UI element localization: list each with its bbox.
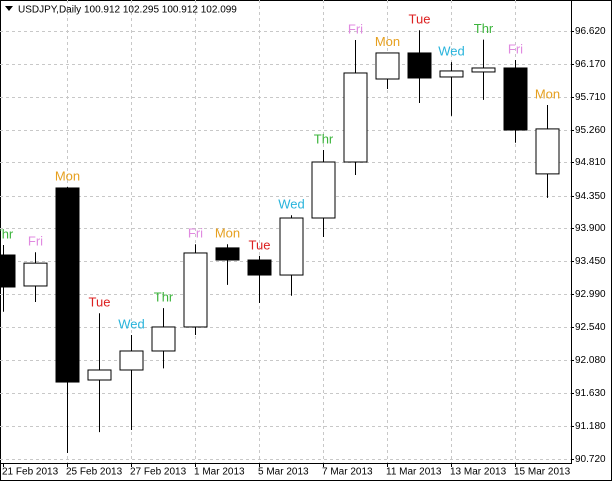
- grid: [0, 0, 571, 463]
- candle-body: [0, 254, 16, 288]
- candle-body: [23, 262, 48, 287]
- day-label: Wed: [278, 197, 305, 212]
- y-tick-label: 91.180: [575, 421, 606, 432]
- candle-body: [119, 350, 144, 371]
- header-icon: [5, 6, 13, 11]
- day-label: Thr: [0, 226, 14, 241]
- candle-body: [183, 252, 208, 328]
- day-label: Tue: [409, 12, 431, 27]
- x-tick-label: 13 Mar 2013: [450, 467, 507, 478]
- day-label: Fri: [188, 226, 203, 241]
- y-tick-label: 94.350: [575, 191, 606, 202]
- day-label: Tue: [89, 295, 111, 310]
- x-tick-label: 27 Feb 2013: [130, 467, 187, 478]
- y-tick-label: 93.450: [575, 256, 606, 267]
- day-label: Wed: [118, 316, 145, 331]
- x-tick-label: 15 Mar 2013: [514, 467, 571, 478]
- candle-body: [247, 259, 272, 276]
- y-tick-label: 96.620: [575, 26, 606, 37]
- candle-body: [311, 161, 336, 219]
- day-label: Fri: [508, 41, 523, 56]
- candle-body: [87, 369, 112, 381]
- candle-body: [343, 72, 368, 163]
- day-label: Mon: [55, 168, 80, 183]
- x-tick-label: 7 Mar 2013: [322, 467, 373, 478]
- x-tick-label: 11 Mar 2013: [386, 467, 442, 478]
- y-tick-label: 94.810: [575, 157, 606, 168]
- y-tick-label: 92.540: [575, 322, 606, 333]
- day-label: Mon: [535, 86, 560, 101]
- candle-body: [439, 70, 464, 78]
- day-label: Thr: [154, 290, 174, 305]
- candle-body: [151, 326, 176, 352]
- candle-body: [503, 67, 528, 131]
- candle-body: [375, 52, 400, 80]
- candle-body: [471, 67, 496, 73]
- x-tick-label: 5 Mar 2013: [258, 467, 309, 478]
- day-label: Tue: [249, 237, 271, 252]
- x-tick-label: 1 Mar 2013: [194, 467, 245, 478]
- day-label: Mon: [215, 226, 240, 241]
- day-label: Mon: [375, 34, 400, 49]
- day-label: Thr: [474, 21, 494, 36]
- candle-body: [407, 52, 432, 79]
- x-tick-label: 25 Feb 2013: [66, 467, 123, 478]
- day-label: Fri: [28, 234, 43, 249]
- day-label: Wed: [438, 44, 465, 59]
- y-tick-label: 90.720: [575, 454, 606, 465]
- y-tick-label: 92.080: [575, 355, 606, 366]
- x-tick-label: 21 Feb 2013: [2, 467, 59, 478]
- candle-body: [535, 128, 560, 175]
- candle-body: [215, 247, 240, 261]
- y-tick-label: 95.710: [575, 92, 606, 103]
- day-label: Thr: [314, 131, 334, 146]
- y-tick-label: 95.260: [575, 125, 606, 136]
- candle-body: [55, 187, 80, 383]
- candles: Thr Fri Mon Tue Wed Thr Fri Mon Tue Wed Thr Fri Mon T…: [0, 12, 560, 453]
- y-tick-label: 91.630: [575, 388, 606, 399]
- y-tick-label: 92.990: [575, 289, 606, 300]
- y-tick-label: 93.900: [575, 223, 606, 234]
- candle-body: [279, 217, 304, 276]
- day-label: Fri: [348, 21, 363, 36]
- chart-title: USDJPY,Daily 100.912 102.295 100.912 102…: [18, 5, 237, 16]
- y-tick-label: 96.170: [575, 59, 606, 70]
